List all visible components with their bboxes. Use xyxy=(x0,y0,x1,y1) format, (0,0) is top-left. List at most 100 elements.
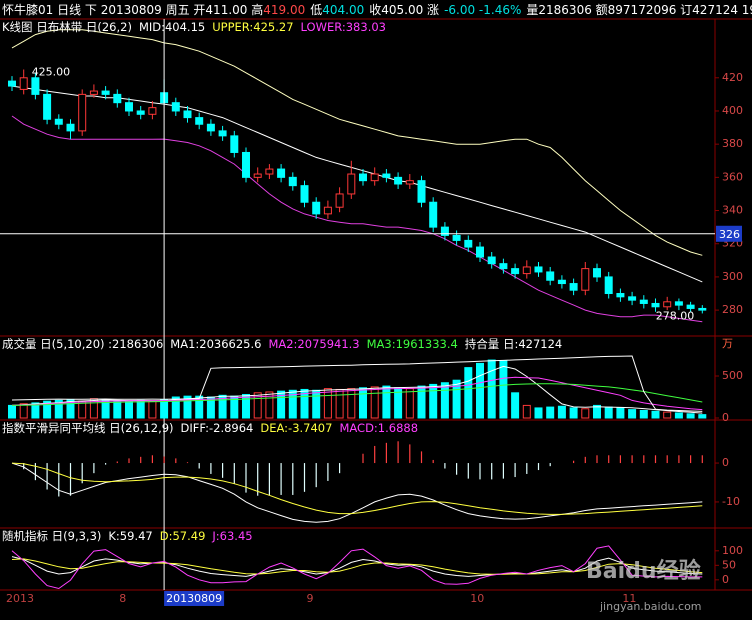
volume-bar xyxy=(616,407,625,419)
candle-body xyxy=(288,176,297,187)
y-tick-label: 400 xyxy=(722,104,743,117)
x-tick-label: 20130809 xyxy=(166,592,222,605)
candle-body xyxy=(218,130,227,137)
candle-body xyxy=(265,168,274,175)
candle-body xyxy=(136,110,145,115)
series-line xyxy=(11,545,703,590)
legend-item: D:57.49 xyxy=(159,529,206,543)
candle-body xyxy=(242,151,250,178)
volume-bar xyxy=(335,388,344,419)
legend-item: 持合量 日:427124 xyxy=(464,337,563,351)
candle-body xyxy=(452,234,461,241)
candle-body xyxy=(300,185,309,203)
volume-bar xyxy=(359,387,367,419)
watermark: Baidu经验 xyxy=(586,558,701,584)
candle-body xyxy=(394,176,403,185)
candle-body xyxy=(359,173,367,182)
volume-bar xyxy=(593,404,601,419)
candle-body xyxy=(651,302,660,308)
candle-body xyxy=(557,279,566,285)
y-tick-label: 0 xyxy=(722,456,729,469)
header-item: 404.00 xyxy=(322,3,365,17)
volume-bar xyxy=(19,403,28,419)
header-item: 低 xyxy=(310,3,323,17)
series-line xyxy=(11,355,703,412)
candle-body xyxy=(511,268,520,275)
legend-item: MACD:1.6888 xyxy=(339,421,419,435)
legend-item: LOWER:383.03 xyxy=(300,20,386,34)
y-tick-label: 280 xyxy=(722,303,743,316)
volume-bar xyxy=(569,407,578,419)
y-tick-label: 100 xyxy=(722,544,743,557)
candle-body xyxy=(534,266,543,273)
volume-bar xyxy=(242,393,250,419)
legend-item: MA1:2036625.6 xyxy=(170,337,262,351)
legend-item: J:63.45 xyxy=(212,529,253,543)
volume-bar xyxy=(265,391,274,419)
volume-bar xyxy=(8,404,16,419)
y-tick-label: 500 xyxy=(722,369,743,382)
candle-body xyxy=(323,206,332,215)
candle-body xyxy=(674,301,683,306)
volume-bar xyxy=(663,411,672,419)
candle-body xyxy=(464,239,473,248)
volume-bar xyxy=(511,392,520,419)
candle-body xyxy=(78,93,87,132)
legend-item: K线图 日布林带 日(26,2) xyxy=(2,20,132,34)
candle-body xyxy=(417,180,426,203)
candle-body xyxy=(347,173,356,195)
candle-body xyxy=(277,168,286,178)
y-tick-label: 360 xyxy=(722,170,743,183)
legend-item: 成交量 日(5,10,20) :2186306 xyxy=(2,337,164,351)
candle-body xyxy=(171,102,180,112)
volume-bar xyxy=(31,402,40,419)
volume-bar xyxy=(195,395,204,419)
volume-bar xyxy=(277,390,286,419)
watermark: jingyan.baidu.com xyxy=(599,600,702,613)
y-tick-label: 380 xyxy=(722,137,743,150)
candle-body xyxy=(487,256,496,265)
quote-header: 怀牛膝01 日线 下 20130809 周五 开411.00 高419.00 低4… xyxy=(2,2,752,18)
x-tick-label: 11 xyxy=(622,592,636,605)
series-line xyxy=(11,29,703,256)
crosshair-price: 326 xyxy=(719,228,740,241)
volume-bar xyxy=(429,383,438,419)
volume-bar xyxy=(171,396,180,419)
candle-body xyxy=(698,307,707,311)
candle-body xyxy=(335,193,344,208)
y-tick-label: 340 xyxy=(722,204,743,217)
legend-item: MID:404.15 xyxy=(138,20,206,34)
volume-bar xyxy=(604,406,613,419)
volume-bar xyxy=(487,359,496,419)
volume-bar xyxy=(323,388,332,419)
volume-bar xyxy=(686,413,695,419)
legend-item: DEA:-3.7407 xyxy=(260,421,333,435)
panel-legend: K线图 日布林带 日(26,2) MID:404.15 UPPER:425.27 LO… xyxy=(2,20,393,34)
volume-bar xyxy=(639,409,648,419)
volume-bar xyxy=(417,385,426,419)
candle-body xyxy=(616,293,625,298)
volume-bar xyxy=(288,389,297,419)
candle-body xyxy=(148,107,157,115)
volume-bar xyxy=(253,392,262,419)
candle-body xyxy=(195,117,204,125)
series-line xyxy=(11,462,703,523)
panel-legend: 成交量 日(5,10,20) :2186306 MA1:2036625.6 MA2:… xyxy=(2,337,569,351)
legend-item: DIFF:-2.8964 xyxy=(180,421,254,435)
volume-bar xyxy=(312,389,321,419)
volume-bar xyxy=(628,409,637,419)
series-line xyxy=(11,558,703,575)
volume-bar xyxy=(698,414,707,419)
candle-body xyxy=(230,135,239,153)
volume-bar xyxy=(546,406,555,419)
series-line xyxy=(11,115,703,323)
candle-body xyxy=(89,90,98,95)
crosshair-price-box xyxy=(716,225,742,242)
series-line xyxy=(11,376,703,411)
candle-body xyxy=(593,268,601,278)
y-tick-label: 0 xyxy=(722,411,729,424)
volume-bar xyxy=(581,408,590,419)
series-line xyxy=(11,85,703,283)
volume-bar xyxy=(440,382,449,419)
